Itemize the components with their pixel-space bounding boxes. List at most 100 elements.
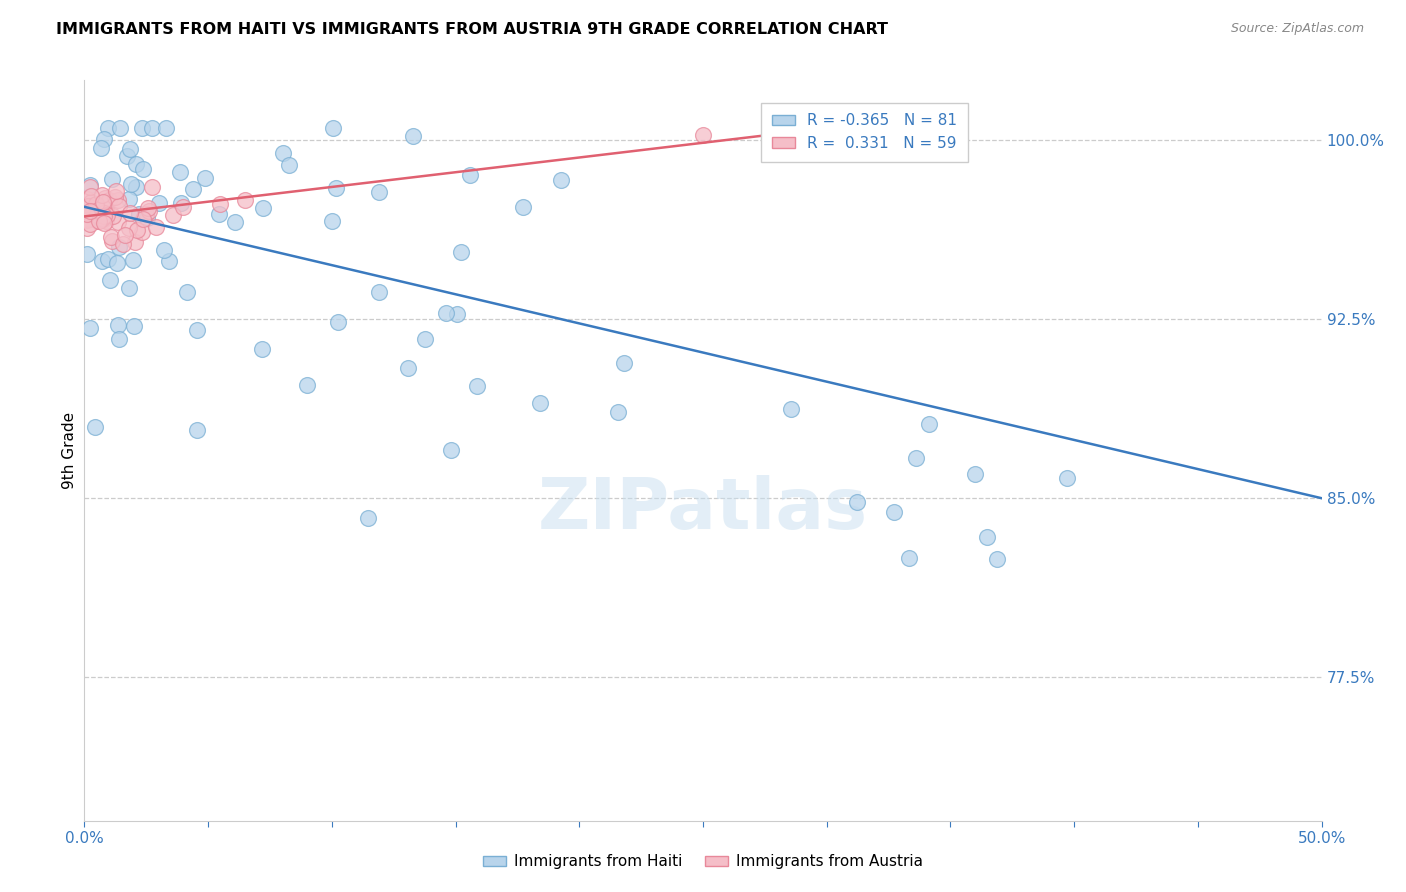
Point bbox=[100, 230, 122, 244]
Point bbox=[148, 195, 170, 210]
Point bbox=[79, 218, 101, 232]
Point bbox=[440, 443, 463, 458]
Point bbox=[172, 201, 194, 215]
Point bbox=[121, 253, 143, 268]
Point bbox=[450, 245, 472, 260]
Point bbox=[91, 194, 114, 209]
Point bbox=[208, 207, 231, 221]
Point bbox=[186, 323, 208, 337]
Point bbox=[396, 361, 419, 376]
Point bbox=[145, 219, 167, 234]
Point bbox=[76, 211, 98, 226]
Point bbox=[550, 173, 572, 187]
Point bbox=[415, 332, 437, 346]
Point bbox=[965, 467, 987, 481]
Point bbox=[132, 162, 155, 177]
Point bbox=[368, 186, 391, 200]
Point bbox=[138, 202, 160, 216]
Point bbox=[125, 180, 148, 194]
Point bbox=[252, 343, 274, 357]
Point bbox=[76, 213, 98, 227]
Point bbox=[76, 207, 98, 221]
Point bbox=[186, 423, 208, 437]
Point bbox=[176, 285, 198, 299]
Point bbox=[125, 157, 148, 171]
Point bbox=[402, 129, 425, 144]
Point bbox=[233, 194, 256, 208]
Point bbox=[131, 121, 153, 136]
Point bbox=[79, 179, 101, 194]
Point bbox=[512, 200, 534, 214]
Point bbox=[90, 187, 112, 202]
Point bbox=[277, 158, 299, 172]
Point bbox=[97, 252, 120, 267]
Point bbox=[93, 216, 115, 230]
Point bbox=[107, 332, 129, 346]
Point bbox=[111, 236, 134, 251]
Point bbox=[84, 196, 107, 211]
Text: Source: ZipAtlas.com: Source: ZipAtlas.com bbox=[1230, 22, 1364, 36]
Point bbox=[107, 215, 129, 229]
Point bbox=[120, 177, 142, 191]
Point bbox=[108, 121, 131, 136]
Text: ZIPatlas: ZIPatlas bbox=[538, 475, 868, 544]
Point bbox=[91, 211, 114, 225]
Point bbox=[976, 530, 998, 544]
Point bbox=[692, 128, 714, 143]
Point bbox=[97, 121, 120, 136]
Point bbox=[98, 273, 121, 287]
Point bbox=[356, 511, 378, 525]
Point bbox=[252, 201, 274, 215]
Point bbox=[79, 321, 101, 335]
Point bbox=[83, 197, 105, 211]
Point bbox=[321, 214, 343, 228]
Point bbox=[118, 281, 141, 295]
Point bbox=[91, 213, 114, 227]
Point bbox=[108, 240, 131, 254]
Point bbox=[87, 214, 110, 228]
Point bbox=[607, 405, 630, 419]
Point bbox=[128, 207, 150, 221]
Point bbox=[118, 192, 141, 206]
Point bbox=[224, 215, 246, 229]
Point bbox=[170, 195, 193, 210]
Point bbox=[94, 191, 117, 205]
Point bbox=[80, 189, 103, 203]
Point bbox=[322, 121, 344, 136]
Point bbox=[446, 307, 468, 321]
Point bbox=[76, 192, 98, 206]
Point bbox=[118, 221, 141, 235]
Point bbox=[108, 199, 131, 213]
Point bbox=[529, 396, 551, 410]
Point bbox=[107, 318, 129, 333]
Point bbox=[194, 171, 217, 186]
Point bbox=[465, 379, 488, 393]
Point bbox=[79, 203, 101, 218]
Point bbox=[107, 194, 129, 208]
Point bbox=[1056, 471, 1078, 485]
Point bbox=[157, 253, 180, 268]
Point bbox=[105, 255, 128, 269]
Point bbox=[271, 145, 294, 160]
Point bbox=[79, 211, 101, 226]
Point bbox=[96, 202, 118, 216]
Point bbox=[162, 209, 184, 223]
Point bbox=[209, 197, 232, 211]
Point bbox=[118, 142, 141, 156]
Text: IMMIGRANTS FROM HAITI VS IMMIGRANTS FROM AUSTRIA 9TH GRADE CORRELATION CHART: IMMIGRANTS FROM HAITI VS IMMIGRANTS FROM… bbox=[56, 22, 889, 37]
Point bbox=[91, 212, 114, 227]
Point bbox=[94, 214, 117, 228]
Y-axis label: 9th Grade: 9th Grade bbox=[62, 412, 77, 489]
Point bbox=[434, 306, 457, 320]
Point bbox=[91, 204, 114, 219]
Point bbox=[84, 419, 107, 434]
Point bbox=[101, 172, 124, 186]
Point bbox=[104, 184, 127, 198]
Point bbox=[96, 207, 118, 221]
Point bbox=[326, 315, 349, 329]
Point bbox=[841, 135, 863, 149]
Point bbox=[93, 132, 115, 146]
Point bbox=[135, 207, 157, 221]
Point bbox=[136, 211, 159, 226]
Point bbox=[918, 417, 941, 431]
